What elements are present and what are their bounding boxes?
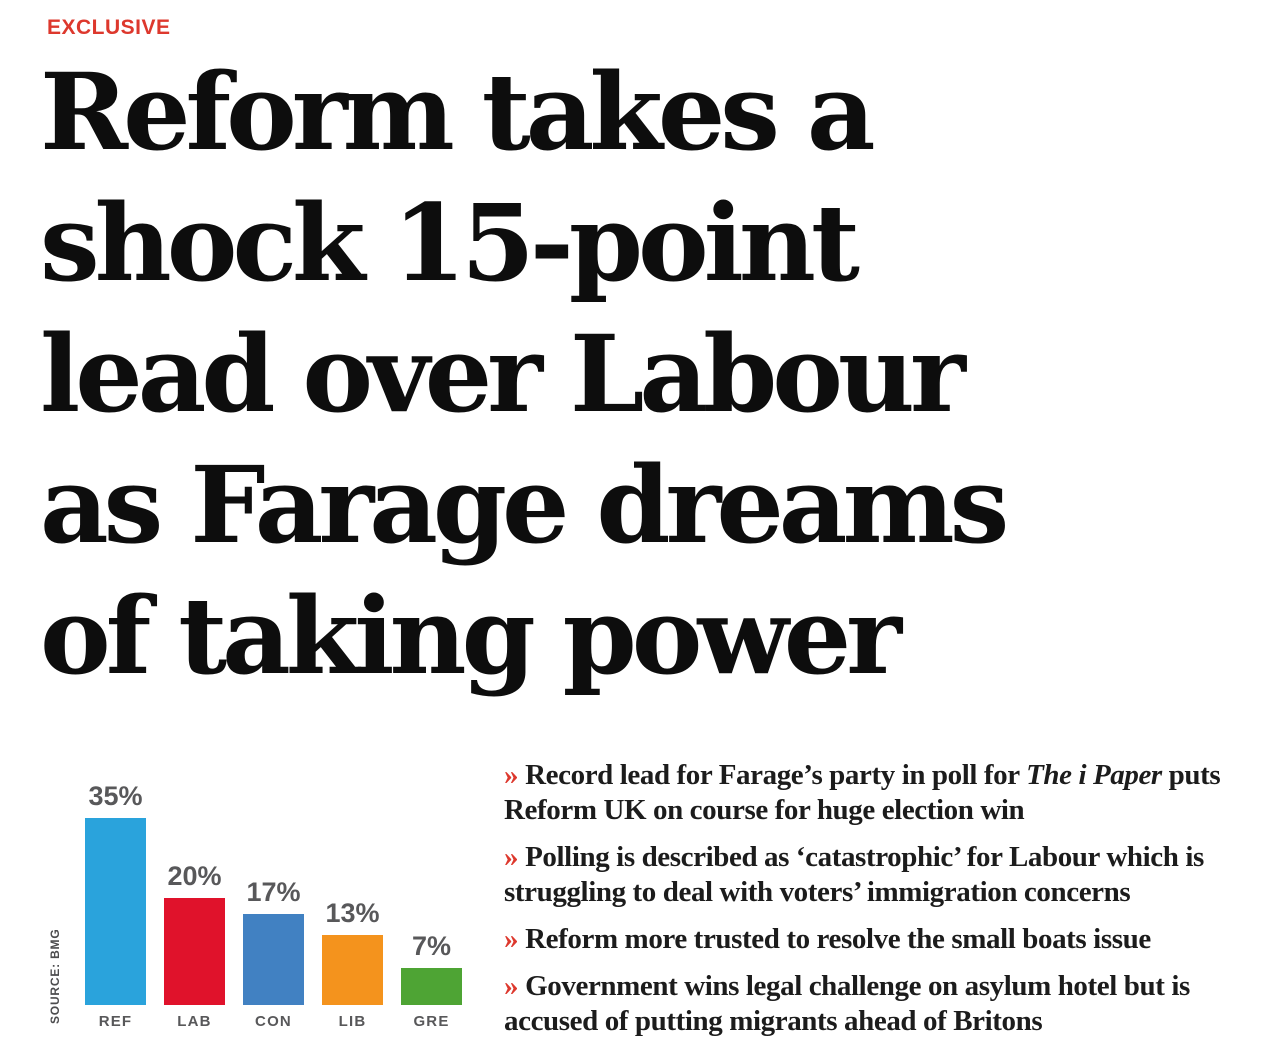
- bar-con: [243, 914, 304, 1005]
- poll-bar-chart: SOURCE: BMG 35% REF 20% LAB 17% CON 13% LIB 7% GR…: [46, 772, 486, 1034]
- bar-value-label: 35%: [88, 781, 143, 811]
- bar-column-con: 17% CON: [243, 879, 304, 1029]
- bullet-text: puts Reform UK on course for huge electi…: [504, 759, 1221, 826]
- headline-line: of taking power: [40, 573, 902, 698]
- headline: Reform takes a shock 15-point lead over …: [40, 46, 1260, 701]
- bullet-text: Reform more trusted to resolve the small…: [525, 923, 1151, 955]
- headline-line: lead over Labour: [40, 311, 966, 436]
- bar-category-label: REF: [98, 1013, 133, 1030]
- bullet-item: » Reform more trusted to resolve the smal…: [504, 922, 1266, 957]
- headline-line: shock 15-point: [40, 180, 860, 305]
- chart-source-label: SOURCE: BMG: [48, 928, 62, 1024]
- bar-lab: [164, 898, 225, 1005]
- bullet-text: Polling is described as ‘catastrophic’ f…: [504, 841, 1204, 908]
- bullet-chevron-icon: »: [504, 841, 519, 873]
- chart-bars: 35% REF 20% LAB 17% CON 13% LIB 7% GRE: [85, 783, 462, 1029]
- bar-column-ref: 35% REF: [85, 783, 146, 1029]
- bar-lib: [322, 935, 383, 1005]
- bar-column-lab: 20% LAB: [164, 863, 225, 1029]
- bar-category-label: GRE: [413, 1013, 450, 1030]
- bullet-item: » Government wins legal challenge on asyl…: [504, 969, 1266, 1039]
- bullet-item: » Polling is described as ‘catastrophic’ …: [504, 840, 1266, 910]
- bar-category-label: LIB: [338, 1013, 367, 1030]
- bullet-text-italic: The i Paper: [1026, 759, 1162, 791]
- bar-column-lib: 13% LIB: [322, 900, 383, 1029]
- bar-column-gre: 7% GRE: [401, 933, 462, 1029]
- bullet-item: » Record lead for Farage’s party in poll …: [504, 758, 1266, 828]
- bar-ref: [85, 818, 146, 1005]
- exclusive-kicker: EXCLUSIVE: [47, 16, 171, 39]
- bullet-chevron-icon: »: [504, 970, 519, 1002]
- bar-gre: [401, 968, 462, 1005]
- bullet-chevron-icon: »: [504, 923, 519, 955]
- bar-value-label: 20%: [167, 861, 222, 891]
- bar-value-label: 7%: [411, 931, 452, 961]
- bullet-text: Government wins legal challenge on asylu…: [504, 970, 1190, 1037]
- bullet-text: Record lead for Farage’s party in poll f…: [525, 759, 1027, 791]
- bar-value-label: 13%: [325, 898, 380, 928]
- bar-category-label: LAB: [177, 1013, 212, 1030]
- bullet-chevron-icon: »: [504, 759, 519, 791]
- headline-line: as Farage dreams: [40, 442, 1009, 567]
- bar-category-label: CON: [255, 1013, 292, 1030]
- headline-line: Reform takes a: [40, 49, 876, 174]
- bullet-list: » Record lead for Farage’s party in poll …: [504, 758, 1266, 1051]
- bar-value-label: 17%: [246, 877, 301, 907]
